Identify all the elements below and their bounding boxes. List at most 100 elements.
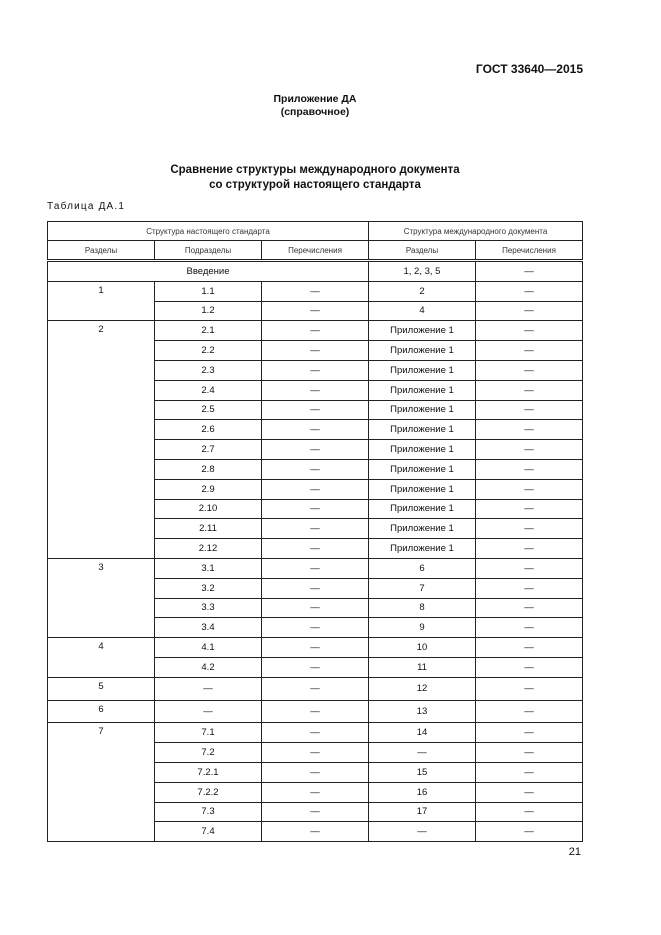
intl-enumeration-cell: — xyxy=(475,637,583,658)
intl-enumeration-cell: — xyxy=(475,781,583,803)
intl-enumeration-cell: — xyxy=(475,577,583,599)
document-heading: Сравнение структуры международного докум… xyxy=(0,163,630,193)
intl-section-cell: Приложение 1 xyxy=(368,320,476,342)
subsection-cell: 1.2 xyxy=(154,300,262,322)
column-header: Подразделы xyxy=(154,240,262,262)
table-row: 7 7.1—14— xyxy=(47,722,583,843)
enumeration-cell: — xyxy=(261,699,369,724)
section-cell: 2 xyxy=(47,320,155,559)
enumeration-cell: — xyxy=(261,637,369,658)
intl-section-cell: 16 xyxy=(368,781,476,803)
table-row: 7.4— — — xyxy=(48,821,583,843)
intl-enumeration-cell: — xyxy=(475,557,583,579)
subsection-cell: 2.10 xyxy=(154,498,262,520)
subsection-cell: 2.4 xyxy=(154,379,262,401)
table-label: Таблица ДА.1 xyxy=(47,201,126,212)
intl-section-cell: 2 xyxy=(368,280,476,302)
enumeration-cell: — xyxy=(261,320,369,342)
table-row: 2.6— Приложение 1— xyxy=(48,419,583,441)
table-row: 3 3.1—6— xyxy=(47,557,583,639)
intl-enumeration-cell: — xyxy=(475,617,583,639)
intl-section-cell: 14 xyxy=(368,722,476,744)
intl-section-cell: Приложение 1 xyxy=(368,498,476,520)
intl-section-cell: 7 xyxy=(368,577,476,599)
intl-enumeration-cell: — xyxy=(475,419,583,441)
enumeration-cell: — xyxy=(261,617,369,639)
subsection-cell: 2.9 xyxy=(154,478,262,500)
appendix-subtitle: (справочное) xyxy=(280,106,350,118)
intl-section-cell: Приложение 1 xyxy=(368,340,476,361)
comparison-table: Структура настоящего стандарта Структура… xyxy=(47,221,583,843)
intl-enumeration-cell: — xyxy=(475,699,583,724)
enumeration-cell: — xyxy=(261,399,369,421)
subsection-cell: — xyxy=(154,699,262,724)
enumeration-cell: — xyxy=(261,458,369,480)
enumeration-cell: — xyxy=(261,478,369,500)
intl-section-cell: — xyxy=(368,821,476,843)
intl-section-cell: 17 xyxy=(368,801,476,823)
enumeration-cell: — xyxy=(261,577,369,599)
enumeration-cell: — xyxy=(261,742,369,763)
section-cell: 7 xyxy=(47,722,155,843)
group-header-international: Структура международного документа xyxy=(368,221,583,241)
column-header-row: Разделы Подразделы Перечисления Разделы … xyxy=(47,240,583,262)
subsection-cell: 2.11 xyxy=(154,518,262,540)
subsection-cell: 3.1 xyxy=(154,557,262,579)
table-row: 1 1.1—2— xyxy=(47,280,583,322)
section-cell: 3 xyxy=(47,557,155,639)
intl-section-cell: 9 xyxy=(368,617,476,639)
subsection-cell: 7.2.1 xyxy=(154,761,262,783)
standard-number: ГОСТ 33640—2015 xyxy=(475,62,583,76)
table-row: 2.5— Приложение 1— xyxy=(48,399,583,421)
intl-enumeration-cell: — xyxy=(475,458,583,480)
subsection-cell: 1.1 xyxy=(154,280,262,302)
enumeration-cell: — xyxy=(261,801,369,823)
intl-enumeration-cell: — xyxy=(475,300,583,322)
intl-section-cell: 8 xyxy=(368,597,476,619)
enumeration-cell: — xyxy=(261,761,369,783)
intl-enumeration-cell: — xyxy=(475,359,583,381)
enumeration-cell: — xyxy=(261,781,369,803)
table-row: 2.12— Приложение 1— xyxy=(48,538,583,559)
subsection-cell: 7.2.2 xyxy=(154,781,262,803)
subsection-cell: 2.2 xyxy=(154,340,262,361)
table-row: 2 2.1— Приложение 1— xyxy=(47,320,583,559)
table-row: 1.2—4— xyxy=(48,300,583,322)
subsection-cell: 2.1 xyxy=(154,320,262,342)
intl-enumeration-cell: — xyxy=(475,280,583,302)
intl-section-cell: 11 xyxy=(368,656,476,678)
appendix-title: Приложение ДА xyxy=(273,93,357,105)
table-row: 6— —13— xyxy=(47,699,583,724)
intro-label: Введение xyxy=(47,260,369,282)
table-row: 4.2—11— xyxy=(48,656,583,678)
table-row: 7.2.2—16— xyxy=(48,781,583,803)
subsection-cell: — xyxy=(154,676,262,701)
column-header: Разделы xyxy=(368,240,476,262)
enumeration-cell: — xyxy=(261,518,369,540)
intl-enumeration-cell: — xyxy=(475,676,583,701)
subsection-cell: 3.4 xyxy=(154,617,262,639)
enumeration-cell: — xyxy=(261,280,369,302)
intl-section-cell: Приложение 1 xyxy=(368,419,476,441)
enumeration-cell: — xyxy=(261,722,369,744)
intl-enumeration-cell: — xyxy=(475,821,583,843)
enumeration-cell: — xyxy=(261,419,369,441)
enumeration-cell: — xyxy=(261,300,369,322)
subsection-cell: 2.7 xyxy=(154,439,262,460)
heading-line-1: Сравнение структуры международного докум… xyxy=(170,164,460,176)
subsection-cell: 7.4 xyxy=(154,821,262,843)
subsection-cell: 2.8 xyxy=(154,458,262,480)
subsection-cell: 2.3 xyxy=(154,359,262,381)
intl-section-cell: Приложение 1 xyxy=(368,359,476,381)
intro-intl-sections: 1, 2, 3, 5 xyxy=(368,260,476,282)
intl-section-cell: 6 xyxy=(368,557,476,579)
enumeration-cell: — xyxy=(261,379,369,401)
intl-enumeration-cell: — xyxy=(475,742,583,763)
intl-section-cell: Приложение 1 xyxy=(368,518,476,540)
enumeration-cell: — xyxy=(261,676,369,701)
intl-enumeration-cell: — xyxy=(475,439,583,460)
intl-enumeration-cell: — xyxy=(475,538,583,559)
heading-line-2: со структурой настоящего стандарта xyxy=(209,179,421,191)
intl-section-cell: 4 xyxy=(368,300,476,322)
column-header: Перечисления xyxy=(261,240,369,262)
